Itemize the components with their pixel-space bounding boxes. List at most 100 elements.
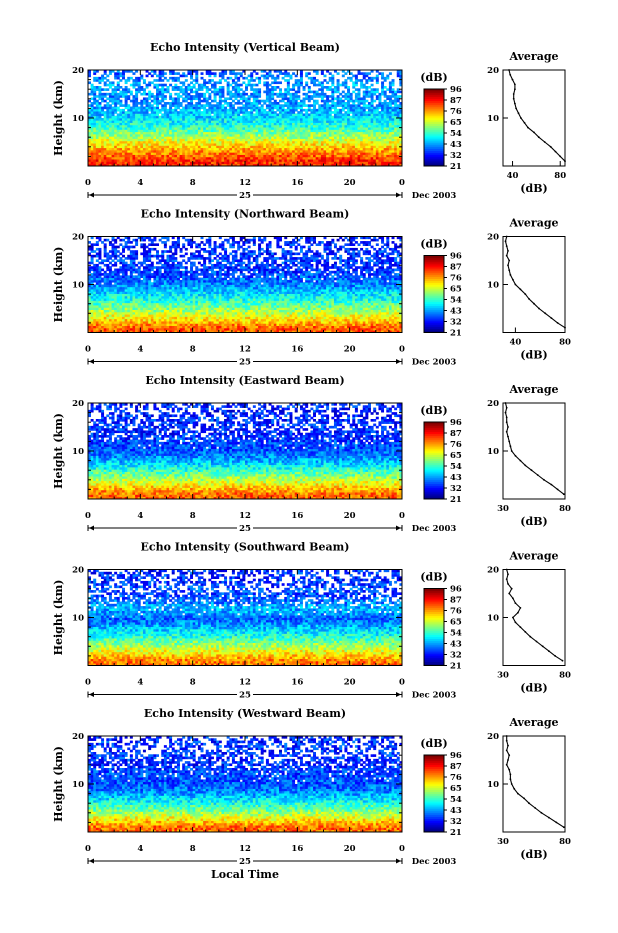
heatmap-cell xyxy=(287,84,290,87)
heatmap-cell xyxy=(219,86,222,89)
heatmap-cell xyxy=(146,125,149,128)
heatmap-cell xyxy=(185,93,188,96)
heatmap-cell xyxy=(284,129,287,132)
heatmap-cell xyxy=(313,91,316,94)
heatmap-cell xyxy=(255,111,258,114)
heatmap-cell xyxy=(274,152,277,155)
heatmap-cell xyxy=(384,113,387,116)
heatmap-cell xyxy=(378,132,381,135)
heatmap-cell xyxy=(258,150,261,153)
heatmap-cell xyxy=(313,141,316,144)
heatmap-cell xyxy=(148,155,151,158)
heatmap-cell xyxy=(392,136,395,139)
heatmap-cell xyxy=(101,118,104,121)
heatmap-cell xyxy=(352,323,355,326)
heatmap-cell xyxy=(185,123,188,126)
heatmap-cell xyxy=(125,86,128,89)
heatmap-cell xyxy=(331,152,334,155)
heatmap-cell xyxy=(389,321,392,324)
heatmap-cell xyxy=(216,118,219,121)
heatmap-cell xyxy=(392,132,395,135)
heatmap-cell xyxy=(208,107,211,110)
y-axis-label: Height (km) xyxy=(52,80,65,156)
heatmap-cell xyxy=(242,107,245,110)
heatmap-cell xyxy=(98,129,101,132)
heatmap-cell xyxy=(261,150,264,153)
heatmap-cell xyxy=(376,150,379,153)
heatmap-cell xyxy=(276,328,279,331)
heatmap-cell xyxy=(358,129,361,132)
heatmap-cell xyxy=(221,132,224,135)
heatmap-cell xyxy=(185,139,188,142)
heatmap-cell xyxy=(216,93,219,96)
heatmap-cell xyxy=(130,134,133,137)
heatmap-cell xyxy=(389,123,392,126)
heatmap-cell xyxy=(119,143,122,146)
heatmap-cell xyxy=(132,321,135,324)
heatmap-cell xyxy=(313,77,316,80)
heatmap-cell xyxy=(232,107,235,110)
heatmap-cell xyxy=(334,148,337,151)
heatmap-cell xyxy=(253,134,256,137)
heatmap-cell xyxy=(248,132,251,135)
heatmap-cell xyxy=(151,145,154,148)
heatmap-cell xyxy=(216,145,219,148)
heatmap-cell xyxy=(96,321,99,324)
heatmap-cell xyxy=(289,100,292,103)
heatmap-cell xyxy=(292,123,295,126)
heatmap-cell xyxy=(219,145,222,148)
heatmap-cell xyxy=(117,75,120,78)
heatmap-cell xyxy=(329,125,332,128)
heatmap-cell xyxy=(148,157,151,160)
heatmap-cell xyxy=(255,77,258,80)
heatmap-cell xyxy=(339,132,342,135)
heatmap-cell xyxy=(253,116,256,119)
heatmap-cell xyxy=(381,125,384,128)
heatmap-cell xyxy=(151,326,154,329)
heatmap-cell xyxy=(324,145,327,148)
heatmap-cell xyxy=(229,143,232,146)
heatmap-cell xyxy=(117,118,120,121)
heatmap-cell xyxy=(386,321,389,324)
heatmap-cell xyxy=(300,116,303,119)
heatmap-cell xyxy=(169,129,172,132)
heatmap-cell xyxy=(224,143,227,146)
heatmap-plot xyxy=(88,237,402,333)
heatmap-cell xyxy=(365,123,368,126)
heatmap-cell xyxy=(185,136,188,139)
heatmap-cell xyxy=(365,159,368,162)
heatmap-cell xyxy=(326,323,329,326)
heatmap-cell xyxy=(355,134,358,137)
heatmap-cell xyxy=(266,118,269,121)
heatmap-cell xyxy=(384,159,387,162)
heatmap-cell xyxy=(201,113,204,116)
heatmap-cell xyxy=(127,155,130,158)
heatmap-cell xyxy=(229,155,232,158)
heatmap-cell xyxy=(112,100,115,103)
heatmap-cell xyxy=(284,326,287,329)
heatmap-cell xyxy=(368,79,371,82)
heatmap-cell xyxy=(91,113,94,116)
heatmap-cell xyxy=(161,139,164,142)
heatmap-cell xyxy=(394,161,397,164)
heatmap-cell xyxy=(172,86,175,89)
heatmap-cell xyxy=(274,125,277,128)
heatmap-cell xyxy=(258,129,261,132)
heatmap-cell xyxy=(269,132,272,135)
heatmap-cell xyxy=(169,323,172,326)
heatmap-cell xyxy=(334,136,337,139)
heatmap-cell xyxy=(297,143,300,146)
heatmap-cell xyxy=(182,141,185,144)
heatmap-cell xyxy=(253,326,256,329)
heatmap-cell xyxy=(190,86,193,89)
heatmap-cell xyxy=(248,111,251,114)
heatmap-cell xyxy=(258,125,261,128)
heatmap-cell xyxy=(326,143,329,146)
heatmap-cell xyxy=(143,143,146,146)
heatmap-cell xyxy=(132,132,135,135)
heatmap-cell xyxy=(130,127,133,130)
heatmap-cell xyxy=(300,123,303,126)
heatmap-cell xyxy=(245,141,248,144)
profile-y-tick-label: 10 xyxy=(487,114,499,124)
